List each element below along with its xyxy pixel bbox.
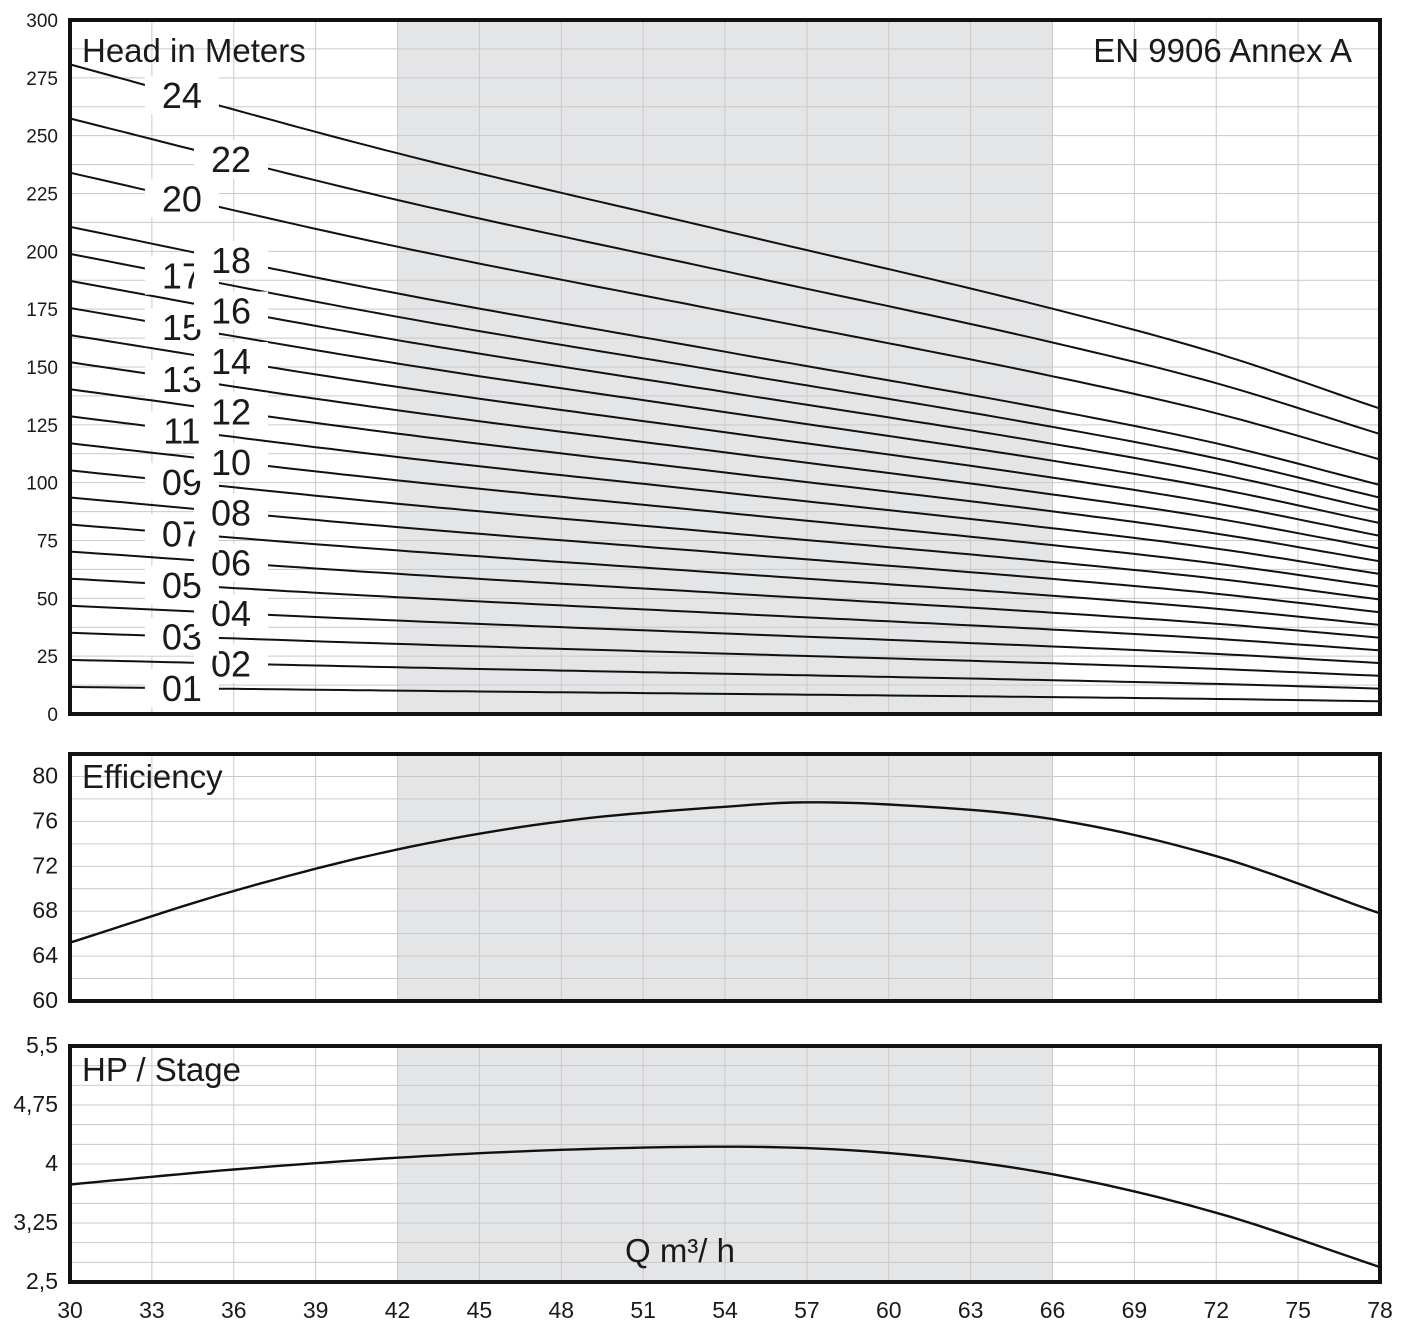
stage-label-16: 16 xyxy=(211,291,251,332)
head-title: Head in Meters xyxy=(82,32,306,69)
hp-frame xyxy=(68,1044,1382,1284)
head-curve-15 xyxy=(69,307,1381,525)
y-tick-label: 175 xyxy=(26,300,58,321)
y-tick-label: 4 xyxy=(45,1150,58,1176)
y-tick-label: 200 xyxy=(26,242,58,263)
y-tick-label: 75 xyxy=(37,532,58,553)
x-ticks: 30 33 36 39 42 45 48 51 54 57 60 63 66 69 72 75 78 xyxy=(57,1297,1393,1323)
x-tick-label: 36 xyxy=(221,1297,247,1323)
x-tick-label: 42 xyxy=(385,1297,411,1323)
head-curve-22 xyxy=(69,117,1381,436)
head-y-ticks: 0 25 50 75 100 125 150 175 200 225 250 275 300 xyxy=(26,11,58,726)
efficiency-frame xyxy=(68,752,1382,1003)
x-tick-label: 60 xyxy=(876,1297,902,1323)
stage-label-20: 20 xyxy=(162,178,202,219)
efficiency-y-ticks: 60 64 68 72 76 80 xyxy=(32,762,58,1013)
y-tick-label: 250 xyxy=(26,127,58,148)
head-curve-24 xyxy=(69,63,1381,410)
head-curve-20 xyxy=(69,171,1381,461)
head-curve-09 xyxy=(69,469,1381,601)
head-curve-17 xyxy=(69,252,1381,499)
stage-label-bg xyxy=(144,179,219,218)
head-curve-18 xyxy=(69,225,1381,486)
head-curve-10 xyxy=(69,442,1381,588)
head-curve-01 xyxy=(69,685,1381,703)
head-curve-11 xyxy=(69,415,1381,575)
efficiency-title: Efficiency xyxy=(82,758,223,795)
y-tick-label: 60 xyxy=(32,987,58,1013)
y-tick-label: 5,5 xyxy=(26,1032,58,1058)
x-tick-label: 30 xyxy=(57,1297,83,1323)
stage-label-18: 18 xyxy=(211,240,251,281)
hp-per-stage-curve xyxy=(69,1145,1381,1269)
efficiency-curve xyxy=(69,801,1381,944)
hp-title: HP / Stage xyxy=(82,1051,241,1088)
stage-label-bg xyxy=(194,291,269,330)
y-tick-label: 150 xyxy=(26,358,58,379)
standard-annotation: EN 9906 Annex A xyxy=(1093,32,1352,69)
head-curves xyxy=(69,63,1381,703)
y-tick-label: 4,75 xyxy=(13,1091,58,1117)
head-curve-14 xyxy=(69,334,1381,537)
x-tick-label: 78 xyxy=(1367,1297,1393,1323)
head-curve-08 xyxy=(69,496,1381,614)
y-tick-label: 0 xyxy=(47,705,58,726)
head-curve-04 xyxy=(69,604,1381,665)
x-tick-label: 72 xyxy=(1203,1297,1229,1323)
x-tick-label: 48 xyxy=(548,1297,574,1323)
stage-label-14: 14 xyxy=(211,341,251,382)
stage-label-bg xyxy=(194,140,269,179)
y-tick-label: 225 xyxy=(26,185,58,206)
x-tick-label: 45 xyxy=(467,1297,493,1323)
y-tick-label: 100 xyxy=(26,474,58,495)
stage-label-bg xyxy=(194,341,269,380)
x-tick-label: 33 xyxy=(139,1297,165,1323)
x-tick-label: 57 xyxy=(794,1297,820,1323)
y-tick-label: 2,5 xyxy=(26,1268,58,1294)
head-curve-06 xyxy=(69,550,1381,639)
y-tick-label: 80 xyxy=(32,762,58,788)
stage-label-bg xyxy=(194,392,269,431)
head-curve-02 xyxy=(69,658,1381,690)
x-tick-label: 51 xyxy=(630,1297,656,1323)
x-tick-label: 39 xyxy=(303,1297,329,1323)
y-tick-label: 125 xyxy=(26,416,58,437)
y-tick-label: 3,25 xyxy=(13,1209,58,1235)
efficiency-grid xyxy=(69,754,1381,1002)
efficiency-panel: 60 64 68 72 76 80 Efficiency xyxy=(32,752,1382,1013)
y-tick-label: 50 xyxy=(37,589,58,610)
x-tick-label: 63 xyxy=(958,1297,984,1323)
y-tick-label: 76 xyxy=(32,807,58,833)
y-tick-label: 25 xyxy=(37,647,58,668)
head-curve-07 xyxy=(69,523,1381,626)
x-axis-label: Q m³/ h xyxy=(625,1232,735,1269)
x-tick-label: 75 xyxy=(1285,1297,1311,1323)
stage-label-22: 22 xyxy=(211,139,251,180)
stage-label-bg xyxy=(194,241,269,280)
y-tick-label: 300 xyxy=(26,11,58,32)
stage-label-bg xyxy=(144,76,219,115)
head-curve-12 xyxy=(69,388,1381,563)
head-curve-03 xyxy=(69,631,1381,677)
y-tick-label: 64 xyxy=(32,942,58,968)
x-tick-label: 54 xyxy=(712,1297,738,1323)
x-tick-label: 69 xyxy=(1122,1297,1148,1323)
head-curve-05 xyxy=(69,577,1381,652)
hp-panel: 2,5 3,25 4 4,75 5,5 30 33 36 39 42 45 48 51 54 57 60 63… xyxy=(13,1032,1393,1323)
hp-y-ticks: 2,5 3,25 4 4,75 5,5 xyxy=(13,1032,58,1294)
head-curve-13 xyxy=(69,361,1381,550)
y-tick-label: 68 xyxy=(32,897,58,923)
head-curve-16 xyxy=(69,279,1381,512)
y-tick-label: 72 xyxy=(32,852,58,878)
stage-label-24: 24 xyxy=(162,75,202,116)
stage-label-12: 12 xyxy=(211,391,251,432)
x-tick-label: 66 xyxy=(1040,1297,1066,1323)
y-tick-label: 275 xyxy=(26,69,58,90)
head-frame xyxy=(68,18,1382,716)
